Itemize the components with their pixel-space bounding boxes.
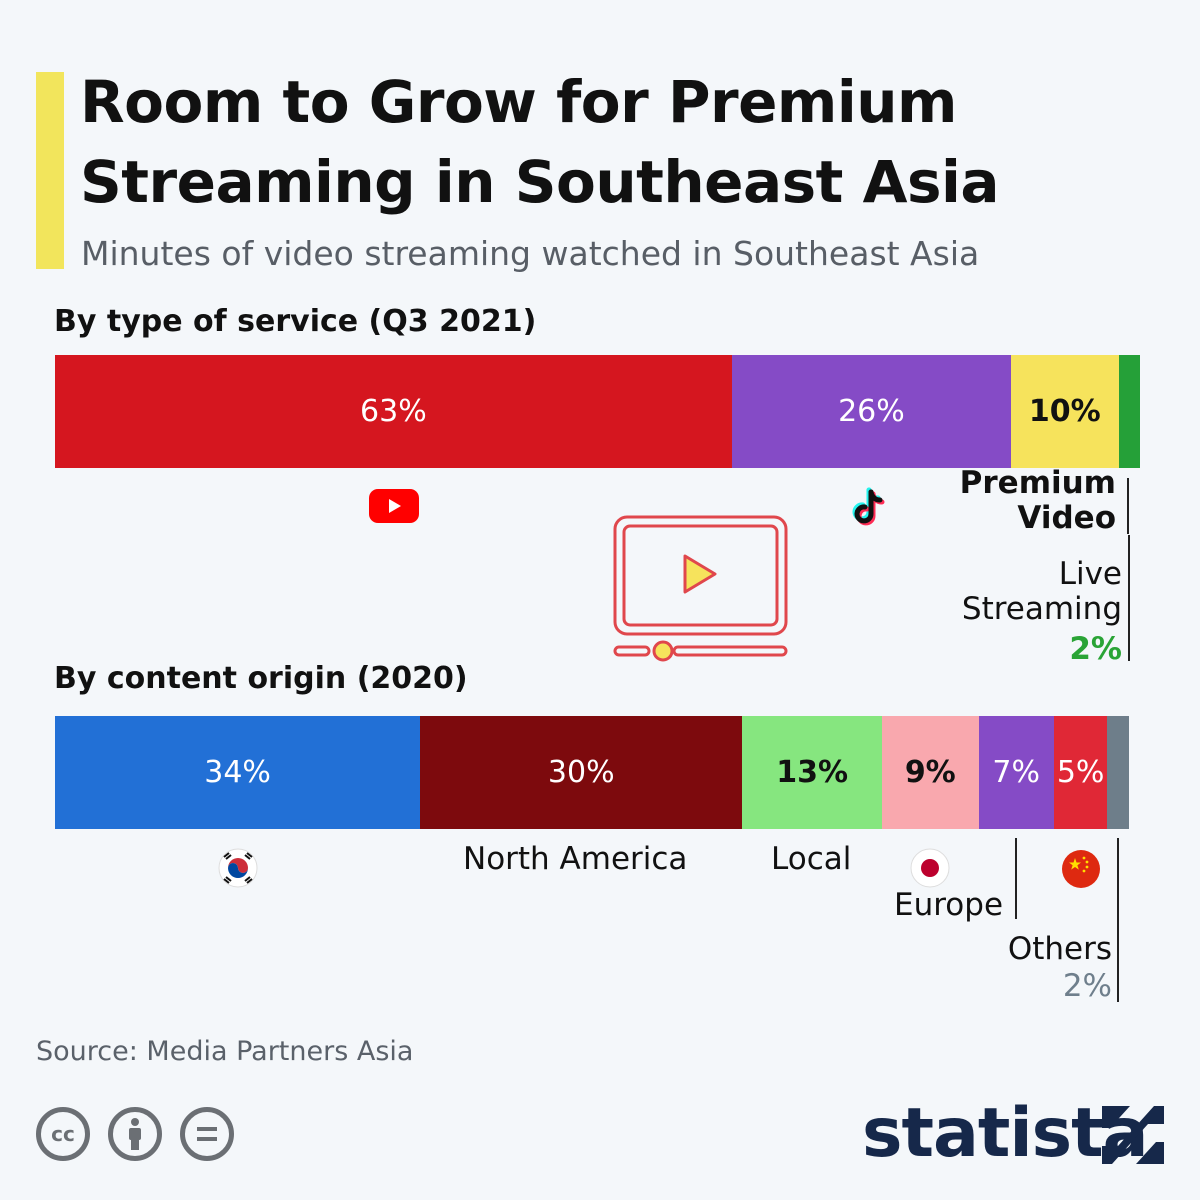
leader-line-others bbox=[1117, 838, 1119, 1002]
data-label: 10% bbox=[1028, 394, 1101, 429]
bar-segment-tiktok: 26% bbox=[731, 355, 1012, 468]
no-derivatives-icon bbox=[180, 1107, 234, 1161]
video-player-icon bbox=[613, 515, 788, 662]
section-title-service: By type of service (Q3 2021) bbox=[54, 304, 537, 339]
data-label: 13% bbox=[776, 755, 849, 790]
youtube-icon bbox=[369, 489, 419, 523]
leader-line-premium bbox=[1127, 478, 1129, 534]
title-accent-bar bbox=[36, 72, 64, 269]
stacked-bar-service: 63% 26% 10% bbox=[55, 355, 1140, 468]
label-local: Local bbox=[771, 841, 852, 877]
bar-segment-live-streaming bbox=[1118, 355, 1140, 468]
data-label: 34% bbox=[204, 755, 271, 790]
chart-subtitle: Minutes of video streaming watched in So… bbox=[81, 234, 980, 273]
data-label: 26% bbox=[838, 394, 905, 429]
label-live-streaming: Live Streaming bbox=[961, 556, 1122, 627]
japan-flag-icon bbox=[910, 848, 950, 888]
label-live-streaming-pct: 2% bbox=[1069, 631, 1122, 667]
bar-segment-youtube: 63% bbox=[55, 355, 732, 468]
stacked-bar-origin: 34% 30% 13% 9% 7% 5% bbox=[55, 716, 1129, 829]
china-flag-icon bbox=[1062, 850, 1100, 888]
data-label: 7% bbox=[992, 755, 1040, 790]
chart-title: Room to Grow for Premium Streaming in So… bbox=[80, 68, 1000, 216]
label-north-america: North America bbox=[463, 841, 688, 877]
label-others-pct: 2% bbox=[1062, 968, 1112, 1004]
source-note: Source: Media Partners Asia bbox=[36, 1036, 414, 1067]
data-label: 5% bbox=[1056, 755, 1105, 790]
label-europe: Europe bbox=[894, 887, 1004, 923]
leader-line-europe bbox=[1015, 838, 1017, 919]
label-premium-video: Premium Video bbox=[959, 465, 1116, 536]
label-others: Others bbox=[1007, 931, 1112, 967]
section-title-origin: By content origin (2020) bbox=[54, 661, 468, 696]
bar-segment-premium-video: 10% bbox=[1011, 355, 1119, 468]
data-label: 63% bbox=[360, 394, 427, 429]
bar-segment-others bbox=[1107, 716, 1129, 829]
bar-segment-local: 13% bbox=[742, 716, 882, 829]
leader-line-live bbox=[1128, 535, 1130, 661]
data-label: 30% bbox=[547, 755, 615, 790]
data-label: 9% bbox=[904, 755, 956, 790]
bar-segment-south-korea: 34% bbox=[55, 716, 421, 829]
attribution-icon bbox=[108, 1107, 162, 1161]
tiktok-icon bbox=[852, 487, 885, 526]
bar-segment-china: 5% bbox=[1053, 716, 1108, 829]
bar-segment-europe: 7% bbox=[978, 716, 1054, 829]
creative-commons-icon: cc bbox=[36, 1107, 90, 1161]
bar-segment-japan: 9% bbox=[881, 716, 979, 829]
south-korea-flag-icon bbox=[218, 848, 258, 888]
bar-segment-north-america: 30% bbox=[420, 716, 743, 829]
statista-logo-icon bbox=[1102, 1106, 1164, 1164]
statista-logo: statista bbox=[862, 1094, 1149, 1173]
